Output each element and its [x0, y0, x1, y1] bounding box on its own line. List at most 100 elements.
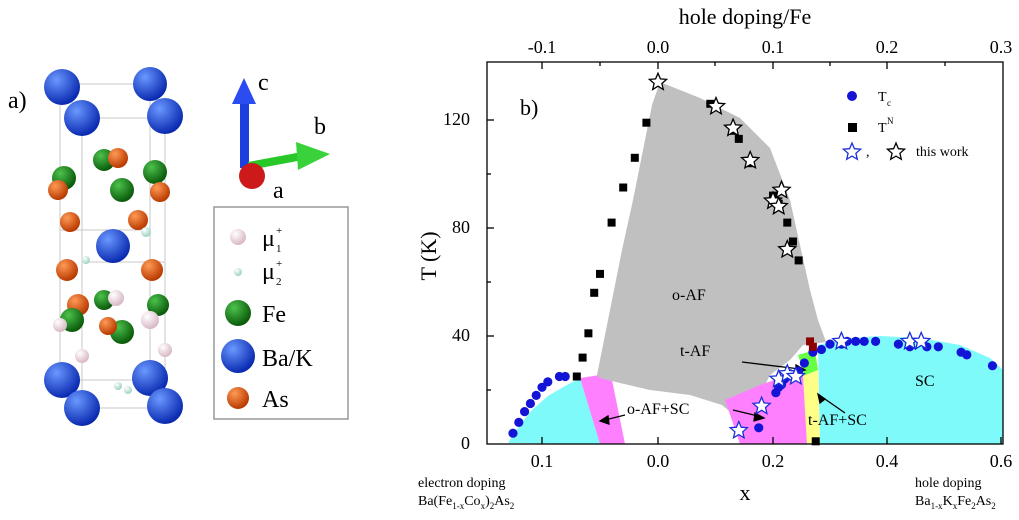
data-marks — [508, 71, 998, 446]
tc-point — [816, 344, 827, 355]
region-label-taf-sc: t-AF+SC — [808, 412, 867, 429]
this-work-point — [771, 179, 792, 199]
xtick-label: 0.0 — [647, 451, 670, 471]
hole-doping-formula: Ba1-xKxFe2As2 — [915, 494, 996, 511]
x-axis-title: x — [740, 480, 751, 505]
this-work-point — [911, 330, 932, 351]
tn-point — [578, 353, 587, 362]
tn-point — [642, 118, 651, 127]
legend-star-label: this work — [916, 145, 969, 160]
muon-site-2-icon — [234, 268, 242, 276]
tc-point — [514, 417, 524, 427]
tn-point — [811, 437, 820, 446]
chart-legend: T c T N , this work — [841, 90, 969, 161]
this-work-point — [751, 395, 772, 415]
tc-point — [754, 423, 764, 433]
top-tick-label: 0.2 — [876, 37, 899, 57]
hole-doping-note: hole doping Ba1-xKxFe2As2 — [915, 476, 996, 511]
hole-doping-line1: hole doping — [915, 476, 982, 491]
legend-tn-sup: N — [887, 116, 894, 126]
tc-point — [531, 390, 541, 400]
tc-point — [851, 336, 861, 346]
axis-ticks — [487, 62, 1002, 444]
atom-legend: μ + 1 μ + 2 Fe Ba/K As — [213, 206, 349, 420]
electron-doping-line1: electron doping — [418, 476, 505, 491]
top-tick-label: -0.1 — [528, 37, 557, 57]
tn-point — [590, 288, 599, 297]
legend-mu1-sup: + — [276, 225, 282, 237]
region-oaf-sc-left — [580, 375, 625, 444]
tc-point — [520, 407, 530, 417]
tc-point — [508, 428, 518, 438]
legend-marker-square — [848, 123, 857, 132]
legend-mu2-sub: 2 — [276, 276, 282, 288]
tn-point — [794, 256, 803, 265]
tn-point — [584, 329, 593, 338]
green-arrow-icon — [248, 142, 330, 170]
crystal-axes: c b a — [232, 70, 330, 204]
tc-point — [560, 371, 570, 382]
legend-mu2-symbol: μ — [262, 259, 275, 285]
tc-point — [962, 350, 972, 360]
region-sc-right — [818, 336, 1003, 444]
panel-a-label: a) — [8, 88, 27, 114]
axis-b-label: b — [314, 114, 326, 140]
legend-marker-circle — [847, 91, 857, 101]
legend-tc-sub: c — [887, 98, 891, 108]
region-label-taf: t-AF — [680, 343, 710, 360]
this-work-point — [705, 95, 727, 116]
region-label-oaf-sc: o-AF+SC — [627, 401, 689, 418]
tn-point — [788, 237, 797, 246]
tc-point — [799, 358, 809, 368]
tn-point — [596, 269, 604, 278]
region-annotations: o-AF t-AF o-AF+SC t-AF+SC SC — [598, 287, 935, 429]
tc-point — [525, 398, 536, 409]
as-atom-icon — [227, 387, 249, 409]
top-tick-label: 0.1 — [762, 37, 785, 57]
legend-fe-label: Fe — [262, 302, 286, 328]
region-sc-left — [508, 378, 600, 444]
tc-point — [987, 361, 998, 371]
xtick-label: 0.6 — [990, 451, 1013, 471]
ytick-label: 120 — [443, 109, 470, 129]
tn-point — [806, 337, 815, 346]
region-label-oaf: o-AF — [672, 287, 706, 304]
panel-a: a) — [8, 67, 349, 426]
xtick-label: 0.1 — [531, 451, 554, 471]
tc-point — [893, 339, 904, 349]
ytick-label: 0 — [461, 433, 470, 453]
tn-point — [619, 183, 628, 192]
legend-ba-label: Ba/K — [262, 346, 313, 372]
tc-point — [537, 382, 547, 392]
blue-arrow-icon — [232, 78, 256, 168]
tn-point — [808, 342, 817, 351]
tc-point — [871, 336, 881, 346]
tn-point — [630, 153, 639, 162]
tc-point — [933, 342, 943, 352]
ytick-label: 80 — [452, 217, 470, 237]
panel-b: 0 40 80 120 0.1 0.0 0.2 0.4 0.6 -0.1 0.0… — [416, 4, 1012, 511]
ba-atom-icon — [221, 339, 255, 373]
axis-c-label: c — [258, 70, 269, 96]
this-work-point — [740, 149, 761, 170]
legend-tn-main: T — [878, 121, 887, 136]
top-tick-label: 0.3 — [990, 37, 1013, 57]
crystal-atoms — [44, 67, 183, 426]
legend-mu1-sub: 1 — [276, 243, 282, 255]
this-work-point — [647, 71, 669, 91]
electron-doping-formula: Ba(Fe1-xCox)2As2 — [418, 494, 514, 511]
region-label-sc: SC — [915, 373, 935, 390]
legend-mu1-symbol: μ — [262, 226, 275, 252]
xtick-label: 0.4 — [876, 451, 899, 471]
tick-labels: 0 40 80 120 0.1 0.0 0.2 0.4 0.6 -0.1 0.0… — [443, 37, 1012, 471]
tn-point — [572, 372, 581, 381]
legend-as-label: As — [262, 387, 289, 413]
ytick-label: 40 — [452, 325, 470, 345]
region-taf-sc — [803, 370, 820, 444]
xtick-label: 0.2 — [762, 451, 785, 471]
y-axis-title: T (K) — [416, 231, 441, 280]
tc-point — [825, 339, 835, 349]
muon-site-1-icon — [230, 229, 246, 245]
tc-point — [859, 336, 869, 346]
panel-b-label: b) — [520, 95, 538, 120]
